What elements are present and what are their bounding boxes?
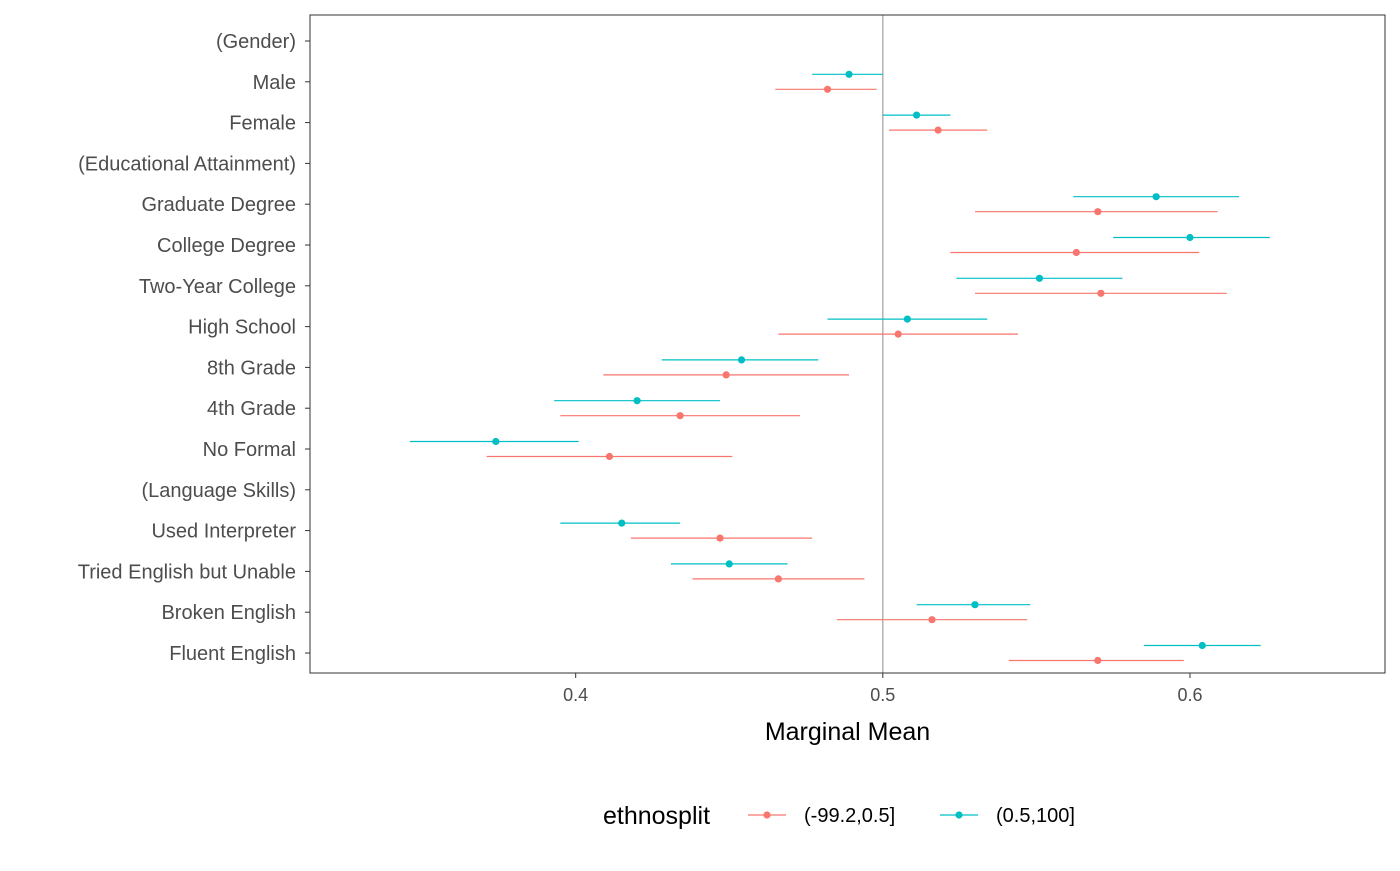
- point-two-year-college-s0: [1097, 289, 1105, 297]
- y-tick-label-language-skills: (Language Skills): [141, 480, 296, 502]
- point-broken-english-s0: [928, 616, 936, 624]
- y-tick-label-male: Male: [253, 72, 296, 94]
- point-fluent-english-s0: [1094, 656, 1102, 665]
- legend: ethnosplit (-99.2,0.5] (0.5,100]: [603, 802, 1075, 830]
- point-broken-english-s1: [971, 601, 979, 609]
- legend-label-1: (0.5,100]: [996, 805, 1075, 827]
- x-tick-label-0: 0.4: [563, 685, 588, 705]
- y-tick-label-gender: (Gender): [216, 31, 296, 53]
- point-female-s1: [913, 111, 921, 119]
- point-used-interpreter-s1: [618, 519, 626, 527]
- point-no-formal-s0: [605, 452, 614, 461]
- point-8th-grade-s0: [722, 371, 730, 379]
- y-tick-label-educational-attainment: (Educational Attainment): [78, 153, 296, 175]
- legend-item-1: (0.5,100]: [940, 805, 1075, 827]
- point-male-s0: [823, 85, 832, 93]
- legend-label-0: (-99.2,0.5]: [804, 805, 895, 827]
- y-tick-label-high-school: High School: [188, 317, 296, 339]
- x-tick-label-1: 0.5: [870, 685, 895, 705]
- point-high-school-s0: [894, 330, 902, 338]
- y-tick-label-graduate-degree: Graduate Degree: [141, 194, 296, 216]
- point-male-s1: [845, 70, 853, 78]
- legend-title: ethnosplit: [603, 802, 710, 830]
- series-1: [409, 70, 1270, 650]
- point-fluent-english-s1: [1198, 641, 1206, 650]
- y-tick-label-college-degree: College Degree: [157, 235, 296, 257]
- x-axis-label: Marginal Mean: [765, 718, 930, 746]
- x-tick-label-2: 0.6: [1177, 685, 1202, 705]
- y-tick-label-female: Female: [229, 113, 296, 135]
- panel-border: [309, 14, 1386, 674]
- point-female-s0: [934, 126, 942, 134]
- y-tick-label-used-interpreter: Used Interpreter: [151, 521, 296, 543]
- y-tick-label-no-formal: No Formal: [203, 439, 296, 461]
- point-4th-grade-s1: [633, 397, 641, 405]
- point-two-year-college-s1: [1035, 274, 1044, 282]
- point-college-degree-s0: [1072, 248, 1080, 257]
- point-graduate-degree-s1: [1152, 193, 1160, 201]
- legend-key-point-1: [955, 811, 963, 819]
- y-tick-label-tried-english-but-unable: Tried English but Unable: [78, 561, 296, 583]
- y-tick-label-8th-grade: 8th Grade: [207, 357, 296, 379]
- point-high-school-s1: [903, 315, 911, 323]
- y-tick-label-two-year-college: Two-Year College: [139, 276, 296, 298]
- point-graduate-degree-s0: [1094, 208, 1102, 216]
- legend-item-0: (-99.2,0.5]: [748, 805, 895, 827]
- point-college-degree-s1: [1186, 233, 1194, 242]
- point-used-interpreter-s0: [716, 534, 724, 542]
- point-no-formal-s1: [492, 437, 500, 446]
- point-4th-grade-s0: [676, 412, 684, 420]
- y-tick-label-broken-english: Broken English: [161, 602, 296, 624]
- point-8th-grade-s1: [737, 356, 746, 364]
- legend-key-point-0: [763, 811, 771, 819]
- point-tried-english-but-unable-s1: [725, 560, 733, 568]
- y-tick-label-4th-grade: 4th Grade: [207, 398, 296, 420]
- series-0: [486, 85, 1227, 665]
- y-tick-label-fluent-english: Fluent English: [169, 643, 296, 665]
- point-tried-english-but-unable-s0: [774, 575, 782, 583]
